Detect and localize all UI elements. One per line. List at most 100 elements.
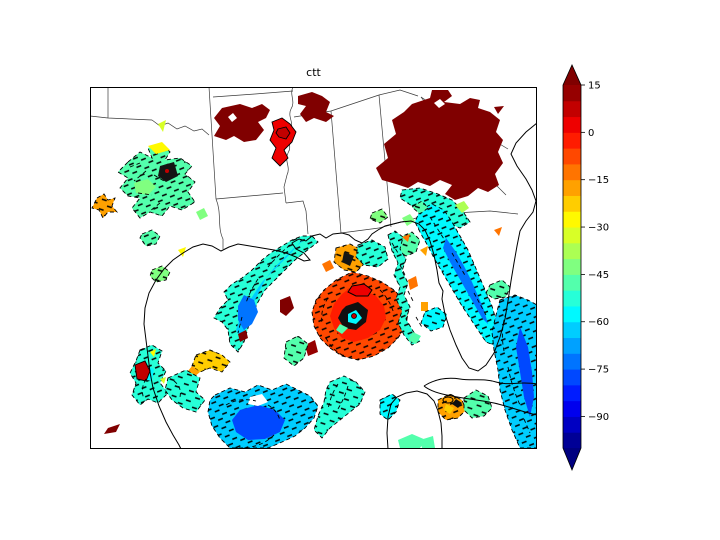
patch-right-edge-core	[516, 327, 534, 417]
patch-yucatan-green	[398, 434, 426, 448]
patch-warm-arkansas	[214, 104, 270, 142]
patch-yg-tri-oklahoma	[158, 120, 166, 132]
colorbar-band	[563, 305, 581, 323]
patch-warm-arkansas-hole	[228, 113, 237, 122]
colorbar-band	[563, 179, 581, 196]
patch-campeche-hole	[248, 394, 268, 406]
patch-green-north-texas-hatch	[118, 144, 195, 218]
colorbar-band	[563, 290, 581, 307]
map-shape	[429, 216, 487, 316]
patch-red-dot-texas	[165, 169, 169, 173]
patch-arm-orange-1	[408, 276, 418, 290]
border-la-ms	[285, 200, 309, 235]
colorbar-tick-label: −75	[588, 365, 609, 376]
colorbar-band	[563, 274, 581, 291]
patch-red-mexico-coast	[134, 360, 151, 382]
patch-maroon-west-of-eye	[280, 296, 294, 316]
patch-green-nw-florida-hatch	[412, 201, 428, 214]
patch-warm-southeast-hole	[434, 99, 445, 108]
colorbar-band	[563, 321, 581, 339]
colorbar-tick-label: 0	[588, 128, 594, 139]
patch-orange-tri-ne	[420, 246, 428, 256]
colorbar-tick-label: −45	[588, 270, 609, 281]
coast-gulf-atlantic	[143, 122, 537, 449]
patch-right-edge-band-hatch	[492, 295, 537, 448]
patch-red-core-ring	[275, 126, 291, 140]
colorbar-band	[563, 384, 581, 402]
filled-contour-patches	[91, 90, 537, 449]
patch-green-texture	[134, 179, 156, 195]
colorbar-band	[563, 400, 581, 417]
patch-hurricane-eye-red	[351, 313, 357, 319]
colorbar-band	[563, 432, 581, 449]
patch-orange-sw-gulf-edge	[188, 366, 200, 377]
colorbar-band	[563, 148, 581, 165]
coastlines	[143, 122, 537, 449]
patch-florida-band-core	[443, 238, 488, 324]
colorbar-tick-label: −30	[588, 223, 609, 234]
map-shape	[237, 244, 291, 334]
patch-arm-orange-sq	[421, 302, 428, 311]
patch-cyan-nne-hatch	[356, 240, 388, 267]
map-shape	[225, 399, 281, 448]
patch-warm-missouri	[298, 92, 334, 122]
colorbar-outline	[562, 64, 582, 472]
patch-warm-southeast-tri	[494, 106, 504, 114]
colorbar-band	[563, 416, 581, 433]
map-shape	[321, 297, 345, 357]
colorbar-band	[563, 195, 581, 212]
patch-green-georgia-hatch	[370, 209, 388, 223]
patch-hurricane-eye-green	[336, 324, 348, 334]
coast-isla-juventud	[442, 396, 454, 404]
patch-maroon-tiny-gulf	[238, 330, 248, 342]
border-tn-nc	[378, 89, 419, 97]
patch-rainband-core	[238, 295, 258, 330]
patch-hurricane-top-ring	[347, 283, 373, 297]
colorbar-band	[563, 116, 581, 133]
colorbar-band	[563, 211, 581, 228]
border-ms-al	[330, 110, 342, 234]
map-shape	[141, 378, 181, 400]
border-tx-ok	[90, 115, 153, 121]
patch-orange-star-west-hatch	[92, 194, 117, 218]
border-ar-la	[215, 192, 284, 200]
patch-green-tiny	[196, 208, 208, 220]
patch-yellow-dot-2	[160, 377, 166, 384]
patch-darkred-south-of-eye	[305, 340, 318, 356]
patch-campeche-main-core	[232, 405, 285, 440]
patch-yellow-tri	[178, 247, 186, 257]
colorbar-under-arrow	[563, 448, 581, 470]
patch-yellow-cuba	[444, 404, 454, 414]
patch-yellow-sw-gulf-hatch	[192, 350, 230, 372]
patch-dark-cuba	[452, 399, 462, 408]
colorbar-band	[563, 85, 581, 102]
patch-orange-diamond-1	[322, 260, 334, 272]
colorbar-tick-label: −60	[588, 317, 609, 328]
patch-warm-southeast	[376, 90, 503, 200]
patch-green-nw-florida-2	[402, 214, 415, 226]
patch-cyan-east-of-eye-hatch	[421, 307, 447, 331]
colorbar-tick-label: −15	[588, 175, 609, 186]
patch-yellow-dot-1	[150, 349, 156, 357]
map-shape	[379, 289, 395, 315]
patch-campeche-2-hatch	[165, 370, 205, 412]
plot-title: ctt	[306, 66, 321, 79]
colorbar-over-arrow	[563, 65, 581, 85]
patch-spiral-arm-hatch	[388, 231, 420, 345]
colorbar-band	[563, 337, 581, 354]
colorbar-band	[563, 100, 581, 118]
patch-green-connector-hatch	[284, 336, 308, 366]
dashed-contour-lines	[129, 162, 531, 448]
patch-green-sc	[455, 201, 469, 213]
patch-orange-tri-fl	[494, 227, 502, 236]
colorbar-band	[563, 258, 581, 275]
colorbar-tick-label: −90	[588, 412, 609, 423]
patch-green-above-band-hatch	[486, 280, 510, 299]
border-tx-ar	[211, 134, 217, 200]
patch-arm-orange-top	[402, 234, 410, 242]
colorbar-band	[563, 353, 581, 370]
patch-green-sq-cuba-sw	[420, 436, 435, 448]
colorbar-band	[563, 369, 581, 386]
colorbar-band	[563, 242, 581, 260]
colorbar-tick-label: 15	[588, 81, 601, 92]
